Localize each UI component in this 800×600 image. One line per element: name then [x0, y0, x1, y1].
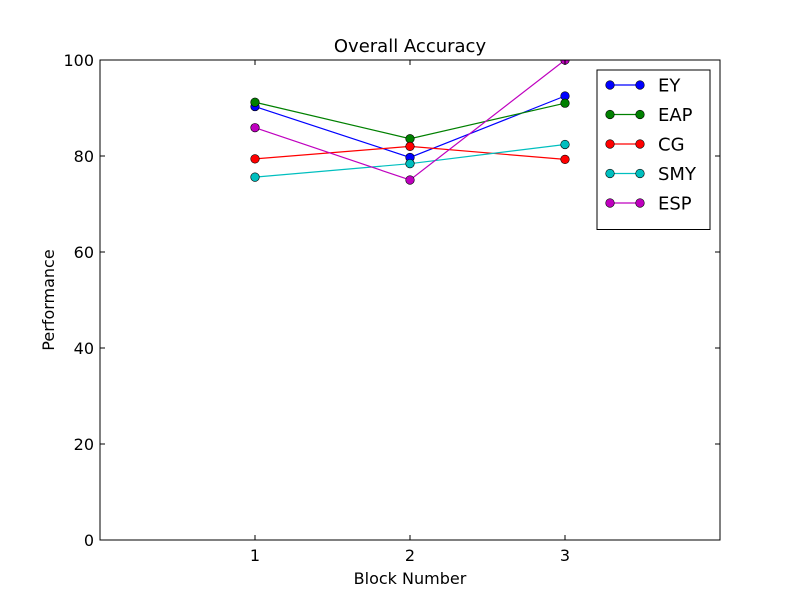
series-eap: [250, 97, 570, 144]
data-point-eap-2: [405, 134, 415, 144]
x-tick-label: 1: [250, 546, 260, 565]
legend-label: SMY: [658, 164, 697, 185]
data-point-esp-1: [250, 123, 260, 133]
legend-marker: [635, 80, 645, 90]
legend-label: CG: [658, 135, 685, 156]
data-point-eap-1: [250, 97, 260, 107]
legend-box: [596, 69, 711, 230]
series-smy: [250, 139, 570, 182]
legend-marker: [605, 198, 615, 208]
axes-layer: 1 2 3 0 20 40 60 80 100: [63, 51, 721, 565]
legend-marker: [605, 109, 615, 120]
legend-marker: [635, 139, 645, 149]
legend-label: ESP: [658, 194, 692, 215]
y-tick-label: 60: [74, 243, 94, 262]
y-axis-label: Performance: [39, 249, 58, 350]
data-point-eap-3: [560, 98, 570, 108]
legend-marker: [635, 109, 645, 120]
legend-marker: [605, 139, 615, 149]
series-layer: [250, 60, 570, 185]
data-point-cg-2: [405, 141, 415, 151]
y-tick-label: 80: [74, 147, 94, 166]
legend-item-smy: SMY: [605, 164, 697, 185]
legend-marker: [635, 168, 645, 179]
data-point-esp-2: [405, 175, 415, 185]
series-esp: [250, 60, 570, 185]
x-axis-label: Block Number: [354, 569, 467, 588]
y-tick-label: 100: [63, 51, 94, 70]
data-point-cg-1: [250, 154, 260, 164]
legend-label: EAP: [658, 105, 693, 126]
y-tick-label: 20: [74, 435, 94, 454]
legend-marker: [605, 80, 615, 90]
y-tick-label: 0: [84, 531, 94, 550]
legend-item-ey: EY: [605, 76, 681, 97]
legend: EY EAP CG SMY ESP: [596, 69, 711, 230]
data-point-smy-2: [405, 159, 415, 169]
legend-marker: [635, 198, 645, 208]
series-cg: [250, 141, 570, 164]
y-tick-label: 40: [74, 339, 94, 358]
legend-label: EY: [658, 76, 681, 97]
x-tick-label: 3: [560, 546, 570, 565]
legend-item-cg: CG: [605, 135, 685, 156]
data-point-cg-3: [560, 154, 570, 164]
chart-title: Overall Accuracy: [334, 36, 487, 57]
legend-item-esp: ESP: [605, 194, 692, 215]
data-point-smy-1: [250, 172, 260, 182]
legend-marker: [605, 168, 615, 179]
legend-item-eap: EAP: [605, 105, 693, 126]
data-point-smy-3: [560, 139, 570, 150]
x-tick-label: 2: [405, 546, 415, 565]
